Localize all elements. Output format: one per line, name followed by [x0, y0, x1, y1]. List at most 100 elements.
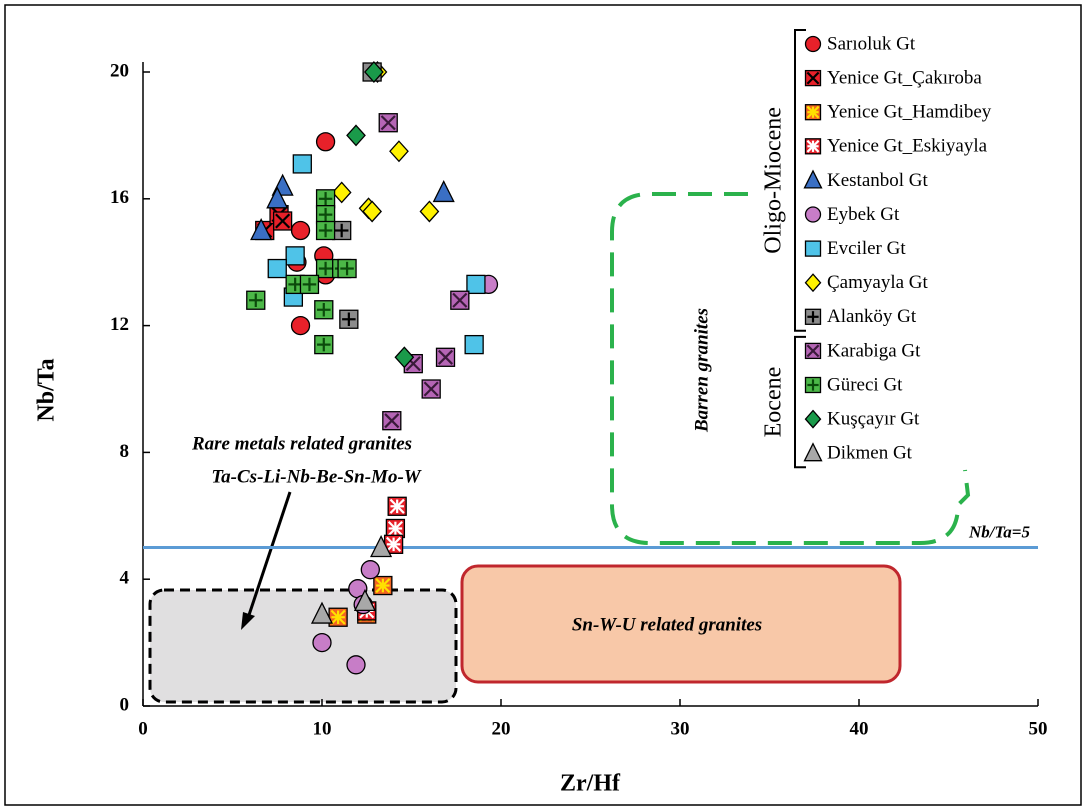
barren-region	[610, 192, 971, 545]
annotation: Rare metals related granites	[191, 433, 412, 454]
sn-w-u-region	[460, 564, 902, 684]
marker	[331, 181, 352, 204]
glyph	[275, 213, 291, 229]
marker	[353, 588, 377, 612]
legend-label: Çamyayla Gt	[827, 272, 929, 293]
marker	[385, 518, 406, 539]
marker	[364, 61, 384, 83]
marker-shape	[370, 535, 393, 558]
marker-shape	[804, 409, 822, 429]
marker	[285, 274, 305, 295]
marker-shape	[804, 206, 822, 223]
marker	[250, 218, 273, 241]
marker	[299, 274, 320, 295]
marker-shape	[331, 181, 352, 204]
marker	[312, 632, 332, 653]
glyph	[423, 381, 439, 397]
marker	[362, 200, 382, 223]
marker-shape	[267, 258, 287, 279]
marker-shape	[290, 220, 311, 241]
glyph	[380, 115, 396, 131]
glyph	[405, 356, 421, 372]
marker	[804, 308, 822, 325]
legend-label: Kuşçayır Gt	[827, 408, 920, 429]
marker-shape	[394, 346, 415, 369]
marker	[803, 442, 823, 462]
marker-shape	[312, 632, 332, 653]
marker	[804, 240, 822, 257]
y-tick-label: 12	[110, 314, 129, 335]
marker	[803, 169, 823, 189]
marker	[315, 220, 336, 241]
marker-shape	[419, 200, 440, 223]
marker-shape	[432, 180, 455, 203]
group-bracket	[794, 335, 806, 469]
marker	[435, 347, 456, 367]
x-tick-label: 0	[138, 718, 148, 739]
marker-shape	[389, 140, 409, 163]
marker-shape	[315, 132, 336, 152]
marker	[315, 189, 336, 209]
marker-shape	[292, 154, 312, 174]
marker	[290, 315, 311, 336]
glyph	[437, 349, 454, 365]
marker	[383, 534, 404, 554]
x-axis-title: Zr/Hf	[560, 771, 621, 797]
marker-shape	[466, 274, 486, 295]
marker-shape	[250, 218, 273, 241]
marker	[466, 274, 486, 295]
group-label: Oligo-Miocene	[761, 107, 787, 254]
marker	[346, 124, 366, 147]
marker	[419, 200, 440, 223]
marker-shape	[266, 186, 289, 209]
marker	[339, 309, 359, 329]
marker	[246, 290, 266, 310]
marker	[332, 220, 352, 241]
marker	[804, 273, 822, 293]
marker	[370, 535, 393, 558]
marker	[804, 409, 822, 429]
x-tick-label: 30	[671, 718, 690, 739]
marker	[285, 246, 305, 266]
marker	[310, 601, 334, 624]
group-bracket	[794, 29, 806, 332]
marker-shape	[362, 200, 382, 223]
marker-shape	[360, 560, 380, 580]
marker-shape	[310, 601, 334, 624]
y-tick-label: 20	[110, 60, 129, 81]
marker-shape	[803, 169, 823, 189]
legend-label: Sarıoluk Gt	[827, 33, 916, 54]
y-tick-label: 4	[120, 568, 130, 589]
marker-shape	[804, 35, 822, 53]
arrow-head	[241, 612, 255, 630]
x-tick-label: 40	[850, 718, 869, 739]
marker-shape	[804, 240, 822, 257]
marker	[328, 607, 348, 627]
y-tick-label: 8	[120, 441, 130, 462]
marker	[346, 655, 366, 675]
marker-shape	[346, 655, 366, 675]
legend-label: Evciler Gt	[827, 238, 906, 259]
marker-shape	[803, 442, 823, 462]
marker	[315, 258, 336, 279]
marker	[804, 342, 822, 360]
marker	[804, 376, 822, 394]
annotation: Ta-Cs-Li-Nb-Be-Sn-Mo-W	[211, 466, 421, 487]
legend-label: Eybek Gt	[827, 204, 900, 225]
legend-label: Kestanbol Gt	[827, 170, 929, 191]
x-tick-label: 20	[492, 718, 511, 739]
marker	[382, 411, 402, 431]
marker-shape	[285, 246, 305, 266]
legend-label: Alanköy Gt	[827, 306, 917, 327]
y-tick-label: 0	[120, 694, 130, 715]
marker-shape	[290, 315, 311, 336]
marker	[421, 379, 441, 399]
marker	[266, 186, 289, 209]
glyph	[452, 292, 468, 308]
marker-shape	[464, 334, 484, 355]
marker	[378, 113, 398, 133]
x-tick-label: 50	[1029, 718, 1048, 739]
legend-label: Yenice Gt_Eskiyayla	[827, 136, 988, 157]
marker	[804, 138, 822, 155]
